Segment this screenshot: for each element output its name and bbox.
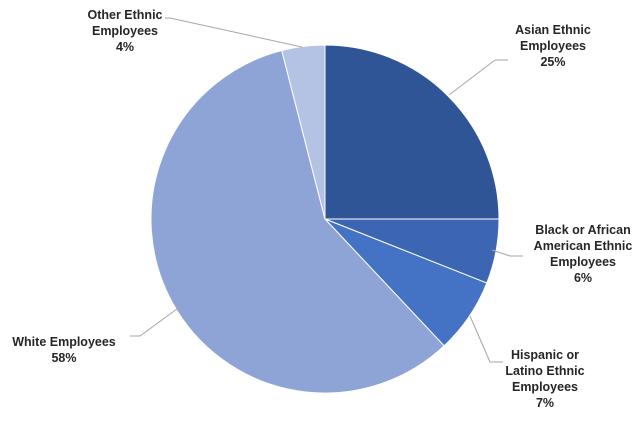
data-label-category: Other Ethnic: [87, 8, 162, 22]
data-label-category: Hispanic or: [511, 348, 579, 362]
leader-lines: [130, 17, 523, 363]
data-label-2: Hispanic or Latino Ethnic Employees 7%: [505, 348, 584, 410]
data-label-category: Employees: [512, 380, 578, 394]
leader-line-1: [491, 249, 523, 257]
leader-line-4: [165, 17, 303, 48]
leader-line-3: [130, 305, 182, 337]
data-label-1: Black or African American Ethnic Employees…: [534, 223, 633, 285]
data-label-category: Employees: [550, 255, 616, 269]
data-label-value: 6%: [574, 271, 592, 285]
data-label-value: 25%: [540, 55, 565, 69]
data-label-category: Employees: [520, 39, 586, 53]
data-label-value: 4%: [116, 40, 134, 54]
leader-line-2: [469, 315, 503, 363]
data-labels: Asian Ethnic Employees 25% Black or African…: [12, 8, 632, 410]
data-label-category: American Ethnic: [534, 239, 633, 253]
pie-slice-0: [324, 44, 500, 220]
data-label-value: 7%: [536, 396, 554, 410]
leader-line-0: [448, 59, 508, 96]
data-label-3: White Employees 58%: [12, 335, 116, 365]
data-label-category: Black or African: [535, 223, 630, 237]
pie-slice-4: [281, 44, 326, 220]
data-label-4: Other Ethnic Employees 4%: [87, 8, 162, 54]
data-label-category: Latino Ethnic: [505, 364, 584, 378]
data-label-category: White Employees: [12, 335, 116, 349]
pie-slice-3: [150, 49, 445, 394]
data-label-0: Asian Ethnic Employees 25%: [515, 23, 591, 69]
data-label-value: 58%: [51, 351, 76, 365]
data-label-category: Asian Ethnic: [515, 23, 591, 37]
data-label-category: Employees: [92, 24, 158, 38]
pie-slices: [150, 44, 500, 394]
